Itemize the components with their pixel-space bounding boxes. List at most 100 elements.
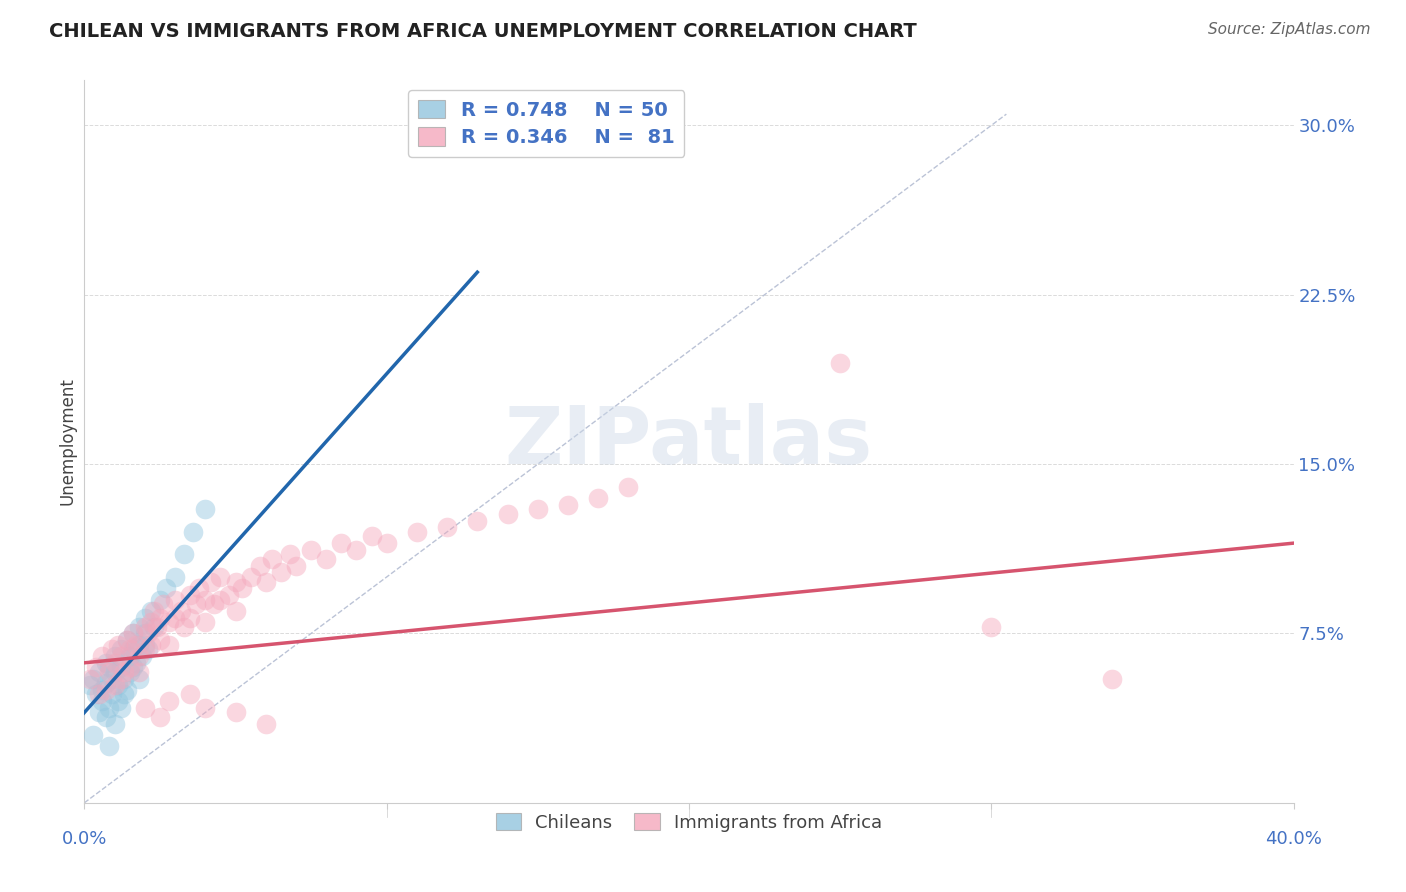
Point [360,529,382,543]
Point [118,665,141,679]
Point [157,615,180,630]
Point [110,642,132,657]
Point [209,592,232,607]
Point [165,570,187,584]
Point [149,633,172,648]
Point [128,648,150,663]
Point [107,638,129,652]
Point [134,642,156,657]
Point [89,706,111,720]
Point [94,682,117,697]
Point [97,739,120,754]
Point [152,597,174,611]
Point [128,638,150,652]
Text: 40.0%: 40.0% [1265,830,1322,848]
Point [527,502,550,516]
Point [134,638,156,652]
Point [588,491,610,505]
Point [115,682,138,697]
Point [149,710,172,724]
Point [254,574,277,589]
Point [134,701,156,715]
Point [188,582,211,596]
Point [86,687,108,701]
Point [125,656,148,670]
Point [165,610,187,624]
Point [121,626,143,640]
Point [100,642,122,657]
Point [179,588,201,602]
Point [104,665,127,679]
Point [218,588,240,602]
Point [97,701,120,715]
Point [194,701,217,715]
Point [173,548,195,562]
Point [128,672,150,686]
Point [100,687,122,701]
Point [118,642,141,657]
Point [557,498,579,512]
Point [79,678,101,692]
Point [165,592,187,607]
Point [104,648,127,663]
Point [285,558,308,573]
Point [181,524,204,539]
Point [209,570,232,584]
Point [225,706,247,720]
Point [110,660,132,674]
Point [136,642,159,657]
Point [157,638,180,652]
Point [128,665,150,679]
Point [278,548,301,562]
Point [142,604,165,618]
Text: Source: ZipAtlas.com: Source: ZipAtlas.com [1208,22,1371,37]
Point [254,716,277,731]
Point [315,552,337,566]
Point [82,728,104,742]
Point [225,604,247,618]
Point [121,642,143,657]
Point [107,694,129,708]
Point [139,604,162,618]
Point [142,620,165,634]
Point [299,542,322,557]
Text: ZIPatlas: ZIPatlas [505,402,873,481]
Point [194,502,217,516]
Point [146,620,169,634]
Point [617,480,640,494]
Point [830,355,852,369]
Point [134,610,156,624]
Point [157,694,180,708]
Legend: Chileans, Immigrants from Africa: Chileans, Immigrants from Africa [486,804,891,841]
Point [121,626,143,640]
Point [115,633,138,648]
Point [112,672,135,686]
Point [194,615,217,630]
Point [112,665,135,679]
Point [496,507,519,521]
Point [155,582,177,596]
Point [89,687,111,701]
Point [104,656,127,670]
Point [97,660,120,674]
Point [202,597,225,611]
Point [134,626,156,640]
Point [980,620,1002,634]
Point [225,574,247,589]
Point [82,672,104,686]
Point [200,574,222,589]
Point [270,566,292,580]
Point [231,582,253,596]
Point [79,672,101,686]
Point [110,672,132,686]
Point [330,536,353,550]
Point [186,597,208,611]
Point [91,694,114,708]
Point [375,536,398,550]
Point [136,626,159,640]
Point [406,524,429,539]
Point [118,648,141,663]
Point [139,638,162,652]
Point [104,678,127,692]
Point [436,520,458,534]
